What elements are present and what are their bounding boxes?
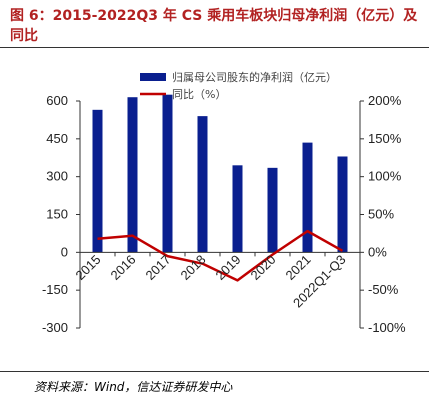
right-tick-label: -100% bbox=[368, 320, 406, 335]
bar-2015 bbox=[92, 109, 103, 253]
bar-2018 bbox=[197, 116, 208, 253]
x-tick-label: 2018 bbox=[178, 252, 209, 283]
bar-2019 bbox=[232, 165, 243, 253]
x-tick-label: 2020 bbox=[248, 252, 279, 283]
legend-line-label: 同比（%） bbox=[172, 88, 226, 101]
bar-2021 bbox=[302, 142, 313, 253]
left-tick-label: -300 bbox=[42, 320, 68, 335]
left-tick-label: 150 bbox=[46, 207, 68, 222]
left-tick-label: -150 bbox=[42, 282, 68, 297]
right-tick-label: -50% bbox=[368, 282, 399, 297]
left-tick-label: 0 bbox=[61, 244, 68, 259]
right-tick-label: 0% bbox=[368, 244, 387, 259]
bar-2022Q1-Q3 bbox=[337, 156, 348, 253]
bottom-divider bbox=[0, 371, 429, 372]
left-tick-label: 600 bbox=[46, 93, 68, 108]
right-tick-label: 50% bbox=[368, 207, 394, 222]
left-tick-label: 300 bbox=[46, 169, 68, 184]
legend-bar-swatch bbox=[140, 73, 166, 81]
yoy-line bbox=[97, 229, 344, 282]
bar-2017 bbox=[162, 94, 173, 253]
right-tick-label: 100% bbox=[368, 169, 402, 184]
source-note: 资料来源：Wind，信达证券研发中心 bbox=[34, 380, 233, 394]
left-tick-label: 450 bbox=[46, 131, 68, 146]
right-tick-label: 200% bbox=[368, 93, 402, 108]
chart-title-block: 图 6：2015-2022Q3 年 CS 乘用车板块归母净利润（亿元）及同比 bbox=[10, 6, 422, 46]
x-tick-label: 2016 bbox=[108, 252, 139, 283]
bar-2016 bbox=[127, 97, 138, 253]
x-tick-label: 2015 bbox=[73, 252, 104, 283]
top-divider bbox=[0, 47, 429, 48]
chart-title: 图 6：2015-2022Q3 年 CS 乘用车板块归母净利润（亿元）及同比 bbox=[10, 8, 418, 44]
x-tick-label: 2021 bbox=[283, 252, 314, 283]
right-tick-label: 150% bbox=[368, 131, 402, 146]
bar-2020 bbox=[267, 167, 278, 253]
legend-bar-label: 归属母公司股东的净利润（亿元） bbox=[172, 70, 337, 84]
